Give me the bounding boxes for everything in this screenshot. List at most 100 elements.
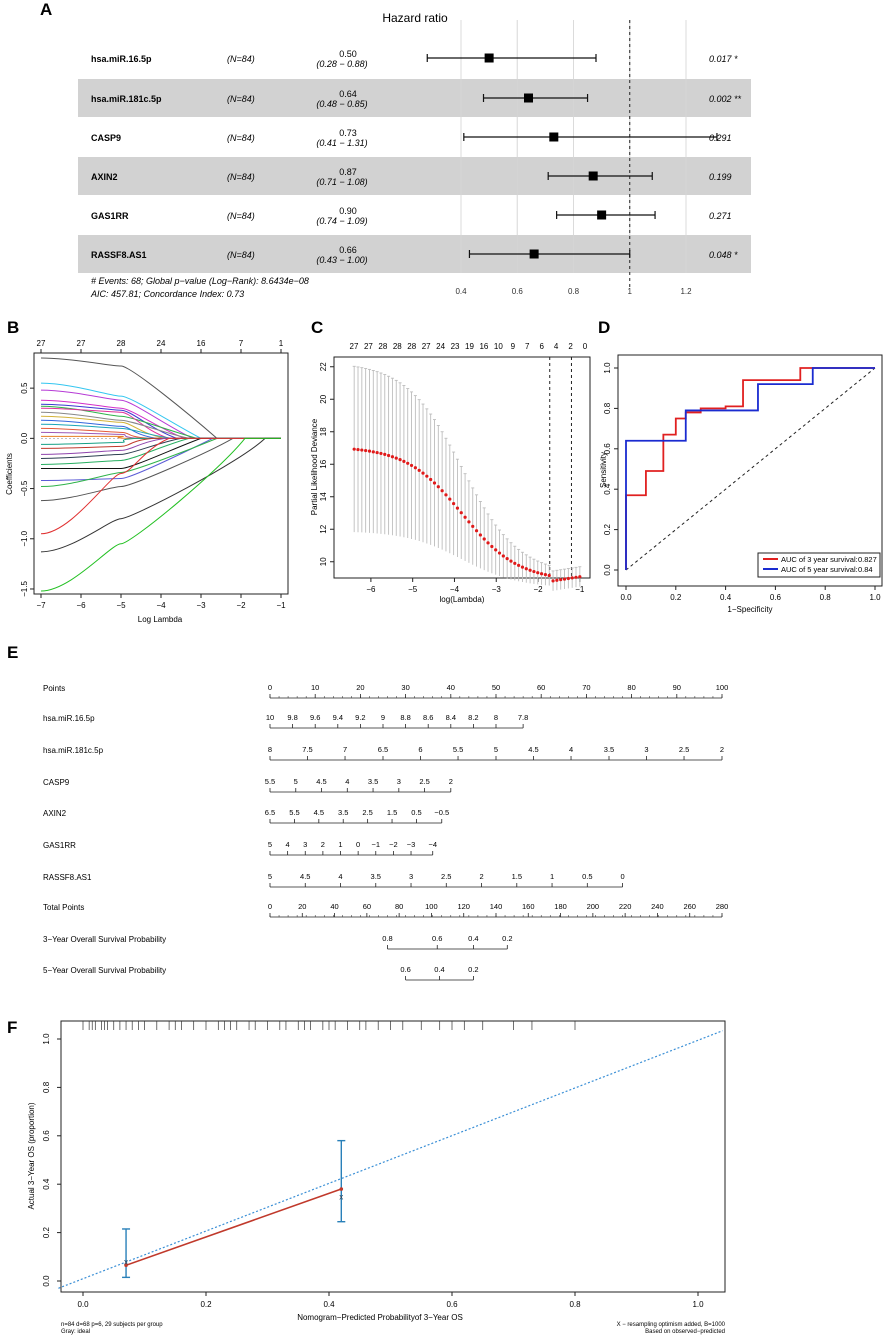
nomogram-tick-label: 8.2: [468, 713, 478, 722]
nomogram-tick-label: 7.8: [518, 713, 528, 722]
nomogram-tick-label: 0.5: [582, 872, 592, 881]
c-deviance-point: [455, 506, 460, 510]
nomogram-tick-label: 5.5: [453, 745, 463, 754]
nomogram-tick-label: 3: [644, 745, 648, 754]
c-deviance-point: [394, 456, 398, 460]
b-coefficient-path: [40, 437, 281, 449]
c-deviance-point: [390, 455, 395, 459]
panel-label-c: C: [311, 318, 323, 337]
panel-label-e: E: [7, 643, 18, 662]
c-deviance-point: [436, 485, 440, 489]
nomogram-tick-label: 5: [268, 840, 272, 849]
nomogram-tick-label: 180: [554, 902, 567, 911]
c-top-label: 16: [479, 342, 488, 351]
forest-p-value: 0.048 *: [709, 250, 738, 260]
d-xtick-label: 0.0: [620, 593, 632, 602]
b-coefficient-path: [40, 407, 281, 439]
c-deviance-point: [364, 448, 368, 453]
b-coefficient-path: [40, 431, 281, 439]
forest-n-label: (N=84): [227, 250, 255, 260]
nomogram-tick-label: 120: [457, 902, 470, 911]
nomogram-tick-label: 80: [395, 902, 403, 911]
b-top-label: 16: [197, 339, 206, 348]
nomogram-tick-label: 8.8: [400, 713, 410, 722]
nomogram-tick-label: 3.5: [604, 745, 614, 754]
nomogram-tick-label: 3: [303, 840, 307, 849]
f-note-resampling: X − resampling optimism added, B=1000: [617, 1322, 726, 1328]
forest-n-label: (N=84): [227, 94, 255, 104]
c-deviance-point: [406, 461, 410, 465]
f-plot-frame: [60, 1020, 726, 1293]
nomogram-tick-label: 20: [298, 902, 306, 911]
b-coefficient-path: [40, 399, 281, 439]
f-observed-point: [339, 1187, 344, 1191]
nomogram-tick-label: 40: [330, 902, 338, 911]
nomogram-scale-label: hsa.miR.16.5p: [43, 714, 95, 723]
f-xlabel: Nomogram−Predicted Probabilityof 3−Year …: [297, 1313, 463, 1322]
b-ytick-label: 0.0: [20, 432, 29, 444]
nomogram-tick-label: 240: [651, 902, 664, 911]
nomogram-tick-label: 1: [550, 872, 554, 881]
f-ylabel: Actual 3−Year OS (proportion): [27, 1102, 36, 1209]
nomogram-tick-label: 5.5: [289, 808, 299, 817]
b-top-label: 27: [37, 339, 46, 348]
b-xtick-label: −3: [196, 601, 206, 610]
nomogram-tick-label: 2: [449, 777, 453, 786]
d-xtick-label: 0.8: [820, 593, 832, 602]
c-deviance-point: [432, 481, 437, 485]
nomogram-tick-label: 0.4: [434, 965, 444, 974]
c-deviance-point: [528, 568, 532, 572]
b-ytick-label: −1.5: [20, 581, 29, 597]
c-xtick-label: −1: [575, 585, 585, 594]
c-deviance-point: [490, 544, 494, 549]
d-xtick-label: 1.0: [869, 593, 881, 602]
f-xtick-label: 0.4: [323, 1300, 335, 1309]
nomogram-tick-label: −4: [428, 840, 437, 849]
nomogram-tick-label: 8.6: [423, 713, 433, 722]
nomogram-tick-label: 7: [343, 745, 347, 754]
c-top-label: 19: [465, 342, 474, 351]
f-note-ideal: Gray: ideal: [61, 1329, 90, 1335]
c-deviance-point: [520, 565, 525, 569]
d-xtick-label: 0.4: [720, 593, 732, 602]
forest-xtick-label: 1.2: [680, 287, 692, 296]
nomogram-tick-label: 0.6: [432, 934, 442, 943]
forest-hr-marker: [549, 132, 559, 142]
d-ytick-label: 0.8: [603, 402, 612, 414]
nomogram-tick-label: 4.5: [316, 777, 326, 786]
c-top-label: 27: [350, 342, 359, 351]
d-ytick-label: 0.6: [603, 443, 612, 455]
nomogram-scale-label: Points: [43, 684, 65, 693]
c-deviance-point: [524, 567, 528, 571]
forest-variable-label: GAS1RR: [91, 211, 129, 221]
forest-row-shade: [78, 79, 751, 117]
nomogram-tick-label: −1: [371, 840, 380, 849]
nomogram-tick-label: 8: [268, 745, 272, 754]
d-legend-label: AUC of 3 year survival:: [781, 555, 858, 564]
nomogram-tick-label: −0.5: [434, 808, 449, 817]
c-xtick-label: −3: [492, 585, 502, 594]
c-deviance-point: [429, 477, 433, 482]
forest-ci-text: (0.28 − 0.88): [316, 59, 367, 69]
f-xtick-label: 0.6: [446, 1300, 458, 1309]
forest-p-value: 0.199: [709, 172, 732, 182]
nomogram-tick-label: 140: [490, 902, 503, 911]
f-xtick-label: 0.8: [569, 1300, 581, 1309]
c-deviance-point: [501, 554, 505, 558]
forest-variable-label: hsa.miR.16.5p: [91, 54, 152, 64]
c-deviance-point: [570, 576, 574, 580]
b-coefficient-path: [41, 435, 281, 439]
nomogram-tick-label: 2.5: [362, 808, 372, 817]
c-ytick-label: 14: [319, 492, 328, 501]
forest-xtick-label: 1: [628, 287, 633, 296]
forest-hr-marker: [597, 210, 607, 220]
d-ylabel: Sensitivity: [599, 452, 608, 488]
d-ytick-label: 0.2: [603, 523, 612, 535]
b-coefficient-path: [40, 437, 281, 455]
c-plot-frame: [333, 356, 591, 579]
nomogram-tick-label: 0: [268, 902, 272, 911]
nomogram-tick-label: 90: [673, 683, 681, 692]
panel-label-b: B: [7, 318, 19, 337]
c-deviance-point: [494, 548, 498, 552]
nomogram-scale-label: RASSF8.AS1: [43, 873, 92, 882]
